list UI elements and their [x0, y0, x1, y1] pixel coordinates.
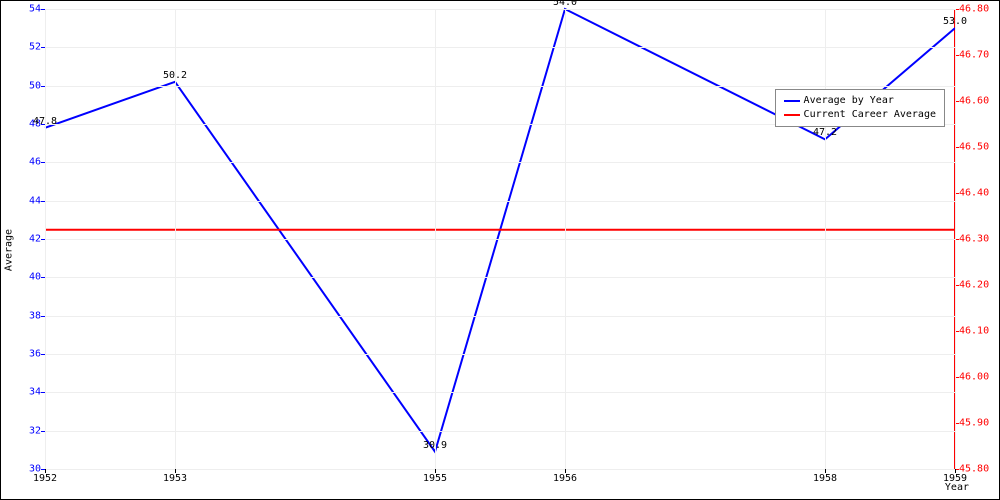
y1-tick-label: 36: [29, 349, 41, 360]
grid-line: [45, 354, 955, 355]
x-tick-label: 1953: [163, 473, 187, 484]
x-tick-label: 1955: [423, 473, 447, 484]
grid-line: [45, 239, 955, 240]
x-tick: [955, 469, 956, 473]
y2-tick-label: 46.60: [959, 96, 989, 107]
y2-tick-label: 46.70: [959, 50, 989, 61]
y1-tick-label: 42: [29, 234, 41, 245]
grid-line: [45, 162, 955, 163]
y2-tick-label: 46.30: [959, 234, 989, 245]
grid-line: [45, 316, 955, 317]
grid-line: [45, 9, 46, 469]
plot-area: 3032343638404244464850525445.8045.9046.0…: [45, 9, 955, 469]
legend: Average by Year Current Career Average: [775, 89, 945, 127]
y2-tick-label: 46.40: [959, 188, 989, 199]
x-tick: [825, 469, 826, 473]
y2-tick-label: 46.20: [959, 280, 989, 291]
x-tick-label: 1959: [943, 473, 967, 484]
legend-swatch: [784, 114, 800, 116]
data-point-label: 53.0: [943, 16, 967, 27]
x-tick: [565, 469, 566, 473]
y-axis-title: Average: [4, 229, 15, 271]
data-point-label: 50.2: [163, 70, 187, 81]
grid-line: [45, 9, 955, 10]
y2-tick-label: 45.90: [959, 418, 989, 429]
data-point-label: 47.2: [813, 127, 837, 138]
x-tick: [45, 469, 46, 473]
y2-tick-label: 46.10: [959, 326, 989, 337]
grid-line: [565, 9, 566, 469]
grid-line: [435, 9, 436, 469]
y1-tick-label: 44: [29, 195, 41, 206]
y1-tick-label: 50: [29, 80, 41, 91]
y1-tick-label: 38: [29, 310, 41, 321]
data-point-label: 54.0: [553, 0, 577, 8]
grid-line: [45, 469, 955, 470]
x-tick-label: 1956: [553, 473, 577, 484]
legend-label: Average by Year: [804, 94, 894, 108]
legend-label: Current Career Average: [804, 108, 936, 122]
grid-line: [45, 86, 955, 87]
data-point-label: 47.8: [33, 116, 57, 127]
grid-line: [955, 9, 956, 469]
y1-tick-label: 34: [29, 387, 41, 398]
grid-line: [825, 9, 826, 469]
y1-tick-label: 46: [29, 157, 41, 168]
grid-line: [45, 392, 955, 393]
grid-line: [45, 277, 955, 278]
grid-line: [45, 431, 955, 432]
y2-tick-label: 46.00: [959, 372, 989, 383]
legend-swatch: [784, 100, 800, 102]
data-point-label: 30.9: [423, 440, 447, 451]
x-tick-label: 1958: [813, 473, 837, 484]
y1-tick-label: 52: [29, 42, 41, 53]
grid-line: [45, 201, 955, 202]
y2-tick-label: 46.50: [959, 142, 989, 153]
legend-item: Current Career Average: [784, 108, 936, 122]
chart-container: Average Year 303234363840424446485052544…: [0, 0, 1000, 500]
legend-item: Average by Year: [784, 94, 936, 108]
grid-line: [45, 47, 955, 48]
x-tick: [175, 469, 176, 473]
y2-tick-label: 46.80: [959, 4, 989, 15]
y1-tick-label: 40: [29, 272, 41, 283]
x-tick-label: 1952: [33, 473, 57, 484]
y1-tick-label: 54: [29, 4, 41, 15]
y1-tick-label: 32: [29, 425, 41, 436]
x-tick: [435, 469, 436, 473]
